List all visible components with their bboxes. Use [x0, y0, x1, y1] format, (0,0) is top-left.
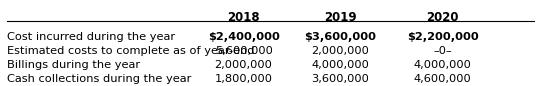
Text: 4,600,000: 4,600,000 — [414, 74, 472, 84]
Text: $2,200,000: $2,200,000 — [407, 32, 479, 42]
Text: 2019: 2019 — [324, 11, 357, 24]
Text: –0–: –0– — [433, 46, 452, 56]
Text: 1,800,000: 1,800,000 — [215, 74, 273, 84]
Text: Cost incurred during the year: Cost incurred during the year — [7, 32, 175, 42]
Text: 2018: 2018 — [227, 11, 260, 24]
Text: 3,600,000: 3,600,000 — [312, 74, 370, 84]
Text: 5,600,000: 5,600,000 — [215, 46, 273, 56]
Text: $3,600,000: $3,600,000 — [305, 32, 377, 42]
Text: Billings during the year: Billings during the year — [7, 60, 140, 70]
Text: 2,000,000: 2,000,000 — [215, 60, 273, 70]
Text: 2,000,000: 2,000,000 — [312, 46, 370, 56]
Text: Cash collections during the year: Cash collections during the year — [7, 74, 191, 84]
Text: $2,400,000: $2,400,000 — [208, 32, 280, 42]
Text: 4,000,000: 4,000,000 — [312, 60, 370, 70]
Text: 4,000,000: 4,000,000 — [414, 60, 472, 70]
Text: 2020: 2020 — [426, 11, 459, 24]
Text: Estimated costs to complete as of year-end: Estimated costs to complete as of year-e… — [7, 46, 254, 56]
